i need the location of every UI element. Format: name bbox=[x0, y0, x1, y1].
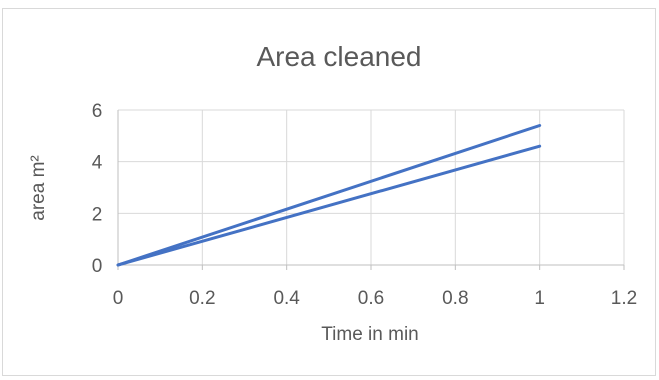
y-tick-label: 6 bbox=[92, 101, 103, 122]
axes bbox=[117, 110, 625, 270]
series-group bbox=[116, 124, 542, 267]
x-tick-label: 0.8 bbox=[442, 288, 468, 309]
y-tick-label: 0 bbox=[92, 256, 103, 277]
chart-title: Area cleaned bbox=[256, 41, 421, 72]
x-tick-label: 1.2 bbox=[611, 288, 637, 309]
series-line-1 bbox=[116, 124, 542, 267]
y-tick-label: 2 bbox=[92, 204, 103, 225]
x-tick-label: 1 bbox=[534, 288, 545, 309]
y-axis-label: area m² bbox=[28, 155, 49, 220]
x-tick-label: 0.2 bbox=[189, 288, 215, 309]
gridlines bbox=[118, 109, 625, 265]
x-tick-label: 0 bbox=[113, 288, 124, 309]
x-tick-labels: 0 0.2 0.4 0.6 0.8 1 1.2 bbox=[113, 288, 638, 309]
y-tick-labels: 0 2 4 6 bbox=[92, 101, 103, 277]
chart-frame bbox=[2, 8, 656, 376]
series-line-2 bbox=[116, 144, 542, 267]
x-tick-label: 0.6 bbox=[358, 288, 384, 309]
x-tick-label: 0.4 bbox=[273, 288, 300, 309]
x-axis-label: Time in min bbox=[321, 324, 418, 345]
y-tick-label: 4 bbox=[92, 153, 103, 174]
